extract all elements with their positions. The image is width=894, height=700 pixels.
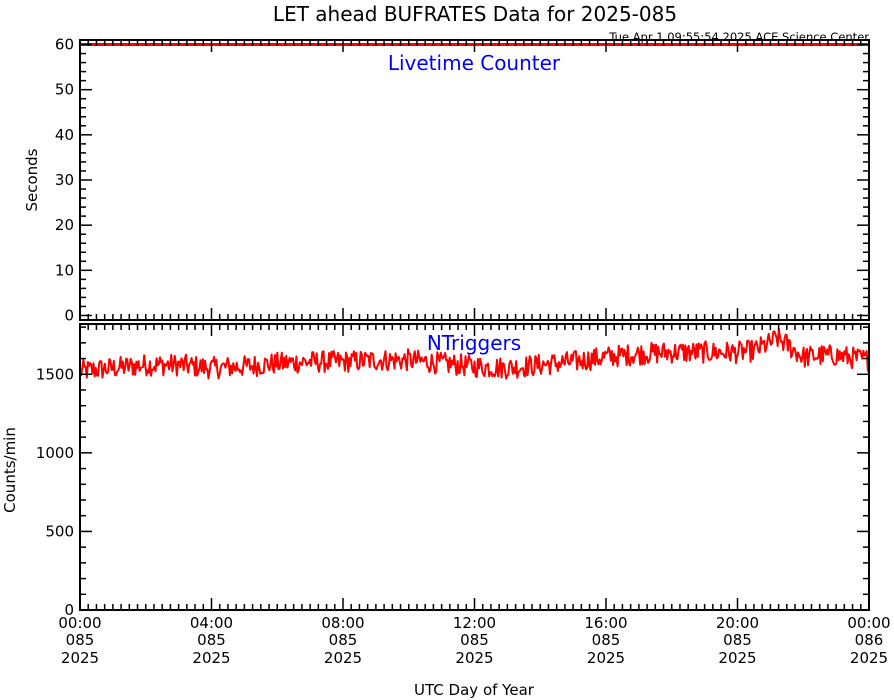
- livetime-axis-ticks: 0 10 20 30 40 50 60: [55, 36, 870, 324]
- x-tick-day-label: 086: [855, 631, 884, 649]
- ntriggers-series-line: [79, 327, 870, 380]
- x-tick-day-label: 085: [460, 631, 489, 649]
- x-axis-label: UTC Day of Year: [414, 681, 535, 699]
- x-tick-labels: 00:00085202504:00085202508:00085202512:0…: [58, 614, 890, 667]
- livetime-panel: 0 10 20 30 40 50 60 Seconds Livetime Counter: [23, 36, 870, 324]
- x-tick-year-label: 2025: [718, 649, 756, 667]
- ntriggers-y-tick-label: 1500: [36, 365, 74, 383]
- livetime-y-tick-label: 60: [55, 36, 74, 54]
- ntriggers-series-group: [79, 327, 870, 380]
- livetime-y-tick-label: 0: [64, 306, 74, 324]
- livetime-y-tick-label: 20: [55, 216, 74, 234]
- ntriggers-y-tick-label: 0: [64, 601, 74, 619]
- livetime-y-axis-label: Seconds: [23, 148, 41, 211]
- x-tick-time-label: 04:00: [190, 614, 233, 632]
- x-tick-year-label: 2025: [455, 649, 493, 667]
- ntriggers-y-tick-label: 1000: [36, 444, 74, 462]
- x-tick-time-label: 12:00: [453, 614, 496, 632]
- x-tick-time-label: 08:00: [321, 614, 364, 632]
- x-tick-year-label: 2025: [587, 649, 625, 667]
- ntriggers-y-tick-label: 500: [45, 522, 74, 540]
- x-tick-day-label: 085: [329, 631, 358, 649]
- x-tick-year-label: 2025: [192, 649, 230, 667]
- x-tick-day-label: 085: [197, 631, 226, 649]
- x-tick-time-label: 00:00: [58, 614, 101, 632]
- ntriggers-axis-ticks: 0 500 1000 1500: [36, 324, 870, 619]
- x-tick-year-label: 2025: [61, 649, 99, 667]
- livetime-series-label: Livetime Counter: [388, 51, 561, 75]
- x-tick-day-label: 085: [66, 631, 95, 649]
- ntriggers-series-label: NTriggers: [427, 331, 521, 355]
- chart-title: LET ahead BUFRATES Data for 2025-085: [273, 2, 677, 26]
- x-tick-day-label: 085: [723, 631, 752, 649]
- livetime-y-tick-label: 30: [55, 171, 74, 189]
- livetime-y-tick-label: 40: [55, 126, 74, 144]
- x-tick-time-label: 00:00: [847, 614, 890, 632]
- x-tick-time-label: 16:00: [584, 614, 627, 632]
- x-tick-day-label: 085: [592, 631, 621, 649]
- livetime-y-tick-label: 50: [55, 81, 74, 99]
- x-tick-year-label: 2025: [850, 649, 888, 667]
- livetime-plot-frame: [79, 39, 870, 321]
- livetime-y-tick-label: 10: [55, 261, 74, 279]
- x-tick-year-label: 2025: [324, 649, 362, 667]
- x-tick-time-label: 20:00: [716, 614, 759, 632]
- ntriggers-y-axis-label: Counts/min: [1, 427, 19, 513]
- ntriggers-panel: 0 500 1000 1500 Counts/min NTriggers: [1, 323, 870, 619]
